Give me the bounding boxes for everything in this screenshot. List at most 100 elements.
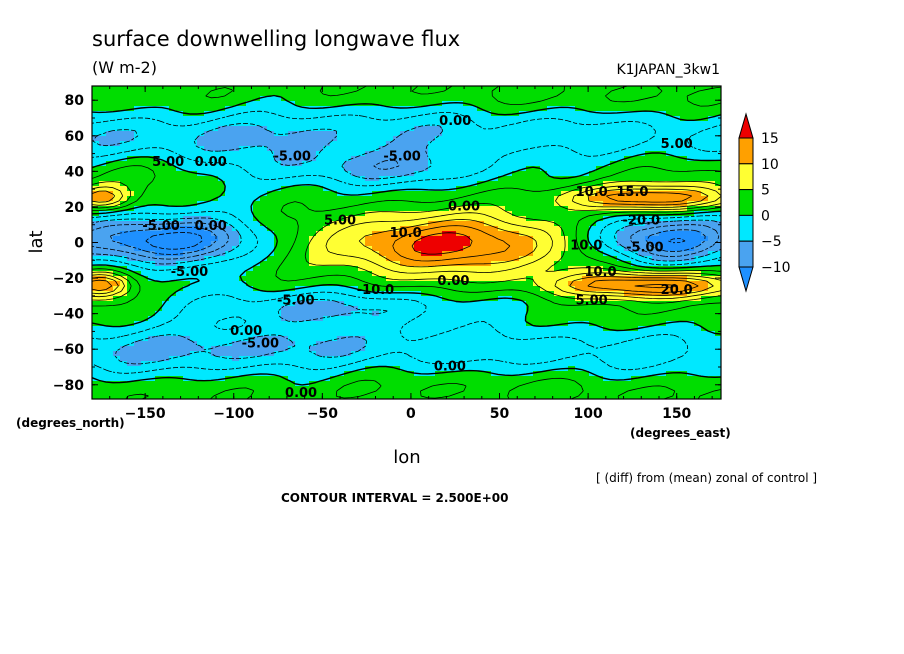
field-cell (211, 296, 219, 302)
field-cell (344, 136, 352, 142)
field-cell (351, 106, 359, 112)
field-cell (575, 221, 583, 227)
field-cell (687, 296, 695, 302)
field-cell (449, 106, 457, 112)
field-cell (435, 146, 443, 152)
field-cell (652, 131, 660, 137)
field-cell (225, 111, 233, 117)
field-cell (190, 251, 198, 257)
field-cell (645, 136, 653, 142)
field-cell (386, 136, 394, 142)
field-cell (624, 311, 632, 317)
field-cell (540, 166, 548, 172)
field-cell (603, 161, 611, 167)
field-cell (274, 246, 282, 252)
field-cell (470, 176, 478, 182)
field-cell (253, 336, 261, 342)
field-cell (442, 211, 450, 217)
field-cell (197, 301, 205, 307)
field-cell (652, 166, 660, 172)
field-cell (169, 176, 177, 182)
field-cell (435, 116, 443, 122)
field-cell (645, 91, 653, 97)
field-cell (414, 146, 422, 152)
field-cell (610, 231, 618, 237)
field-cell (421, 231, 429, 237)
field-cell (463, 231, 471, 237)
field-cell (155, 91, 163, 97)
field-cell (134, 196, 142, 202)
field-cell (400, 236, 408, 242)
field-cell (484, 296, 492, 302)
field-cell (309, 256, 317, 262)
field-cell (295, 306, 303, 312)
field-cell (666, 186, 674, 192)
field-cell (274, 201, 282, 207)
field-cell (491, 236, 499, 242)
field-cell (477, 86, 485, 92)
field-cell (204, 266, 212, 272)
field-cell (351, 351, 359, 357)
field-cell (477, 306, 485, 312)
field-cell (617, 291, 625, 297)
field-cell (519, 131, 527, 137)
field-cell (687, 101, 695, 107)
field-cell (344, 156, 352, 162)
field-cell (498, 306, 506, 312)
field-cell (526, 176, 534, 182)
field-cell (477, 356, 485, 362)
field-cell (442, 356, 450, 362)
field-cell (232, 301, 240, 307)
field-cell (225, 266, 233, 272)
field-cell (477, 156, 485, 162)
field-cell (442, 166, 450, 172)
field-cell (680, 241, 688, 247)
field-cell (386, 336, 394, 342)
field-cell (533, 171, 541, 177)
field-cell (512, 336, 520, 342)
field-cell (239, 111, 247, 117)
field-cell (456, 101, 464, 107)
field-cell (225, 311, 233, 317)
field-cell (554, 191, 562, 197)
field-cell (169, 231, 177, 237)
field-cell (435, 216, 443, 222)
field-cell (400, 206, 408, 212)
field-cell (183, 341, 191, 347)
field-cell (120, 211, 128, 217)
field-cell (442, 106, 450, 112)
field-cell (589, 226, 597, 232)
field-cell (169, 111, 177, 117)
field-cell (246, 171, 254, 177)
field-cell (568, 206, 576, 212)
field-cell (323, 341, 331, 347)
field-cell (673, 266, 681, 272)
field-cell (218, 261, 226, 267)
field-cell (246, 116, 254, 122)
field-cell (463, 246, 471, 252)
field-cell (225, 216, 233, 222)
field-cell (106, 286, 114, 292)
field-cell (414, 346, 422, 352)
field-cell (708, 126, 716, 132)
field-cell (106, 361, 114, 367)
field-cell (652, 176, 660, 182)
field-cell (302, 346, 310, 352)
field-cell (435, 121, 443, 127)
field-cell (386, 216, 394, 222)
field-cell (281, 266, 289, 272)
field-cell (519, 181, 527, 187)
field-cell (547, 101, 555, 107)
field-cell (344, 216, 352, 222)
field-cell (561, 141, 569, 147)
field-cell (106, 176, 114, 182)
field-cell (554, 266, 562, 272)
field-cell (379, 131, 387, 137)
field-cell (302, 311, 310, 317)
field-cell (519, 206, 527, 212)
field-cell (533, 251, 541, 257)
field-cell (498, 316, 506, 322)
field-cell (610, 176, 618, 182)
field-cell (554, 256, 562, 262)
field-cell (316, 176, 324, 182)
